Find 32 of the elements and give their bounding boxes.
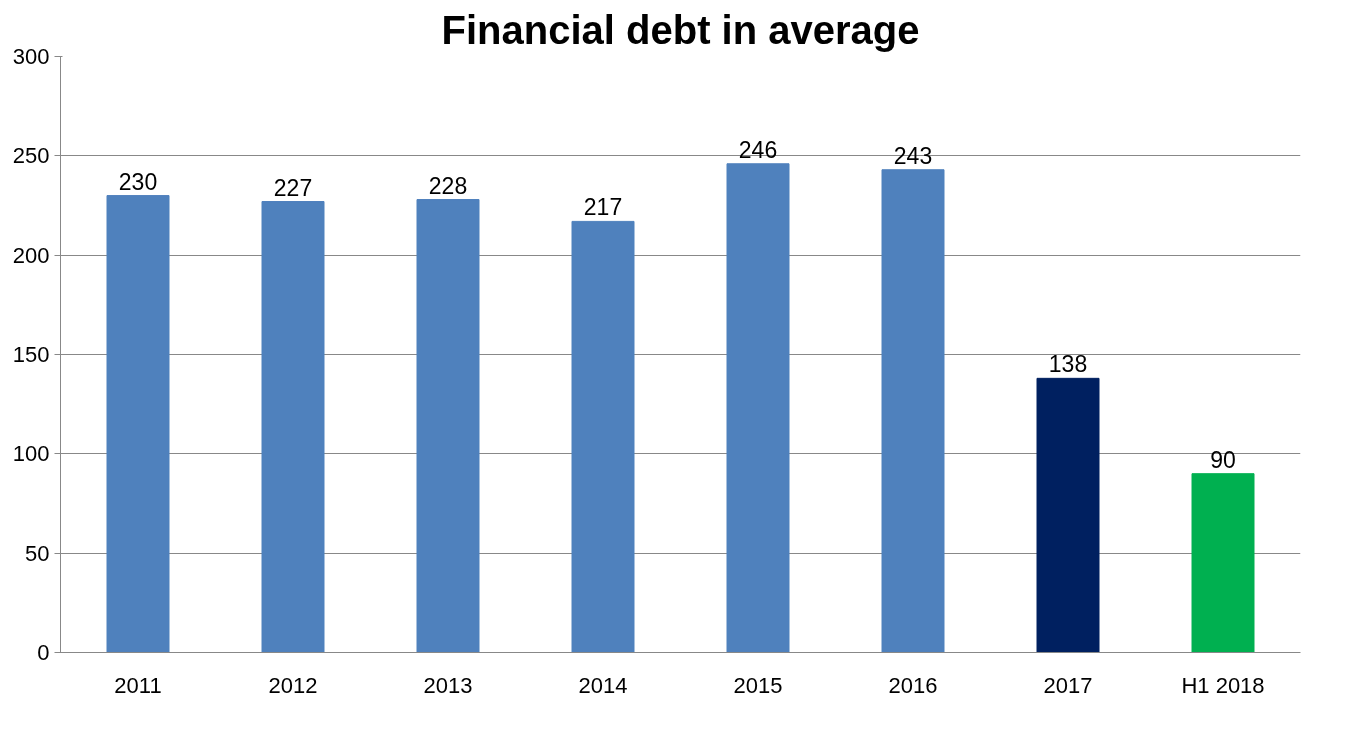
data-label: 217: [583, 194, 623, 221]
x-tick-label: 2016: [888, 672, 938, 698]
bar: [416, 199, 480, 653]
bar: [571, 220, 635, 653]
bar: [881, 169, 945, 653]
bar: [106, 195, 170, 653]
data-label: 138: [1048, 351, 1088, 378]
y-tick-label: 300: [12, 44, 50, 69]
x-tick-label: 2014: [578, 672, 628, 698]
bar: [1036, 377, 1100, 653]
bar: [726, 163, 790, 653]
data-label: 90: [1210, 446, 1236, 473]
x-tick-label: 2015: [733, 672, 783, 698]
data-label: 230: [118, 168, 158, 195]
x-tick-label: 2011: [114, 672, 162, 698]
bar: [1191, 473, 1255, 653]
y-tick-label: 200: [12, 242, 50, 268]
x-tick-label: H1 2018: [1181, 672, 1265, 698]
y-tick-label: 50: [25, 540, 50, 566]
y-tick-label: 0: [37, 640, 50, 665]
data-label: 227: [273, 174, 313, 201]
x-tick-label: 2012: [268, 672, 318, 698]
y-tick-label: 250: [12, 143, 50, 169]
x-tick-label: 2017: [1043, 672, 1093, 698]
chart-title: Financial debt in average: [441, 7, 920, 52]
y-tick-label: 150: [12, 342, 50, 367]
data-label: 246: [738, 136, 778, 163]
x-tick-label: 2013: [423, 672, 473, 698]
bar: [261, 201, 325, 653]
data-label: 243: [893, 142, 933, 169]
y-tick-label: 100: [12, 441, 50, 467]
data-label: 228: [428, 172, 468, 199]
